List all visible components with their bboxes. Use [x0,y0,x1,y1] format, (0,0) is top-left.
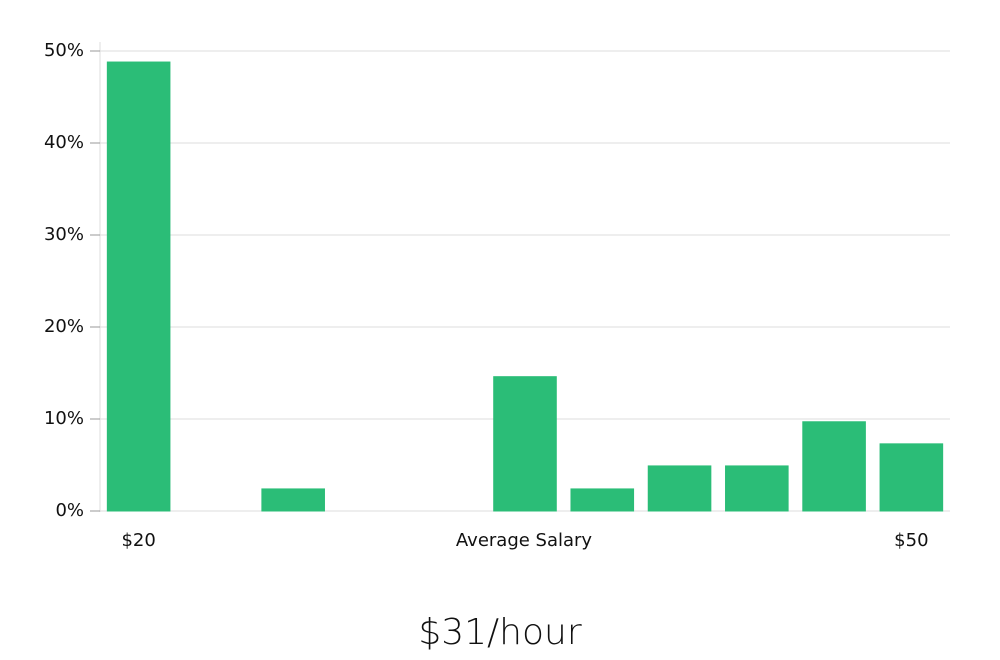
bar [493,376,557,512]
y-tick-label: 50% [44,40,84,61]
y-tick-label: 30% [44,224,84,245]
y-tick-label: 10% [44,408,84,429]
bar [879,443,944,512]
bar [725,465,789,512]
bar [106,61,171,512]
bar [802,421,866,512]
bar [570,488,635,512]
bar [261,488,325,512]
x-tick-label: $50 [894,530,928,551]
y-tick-label: 20% [44,316,84,337]
chart-title: $31/hour [418,612,582,653]
x-tick-label: $20 [121,530,155,551]
y-tick-label: 40% [44,132,84,153]
y-tick-label: 0% [55,500,84,521]
x-axis-label: Average Salary [456,530,593,551]
bar [647,465,712,512]
